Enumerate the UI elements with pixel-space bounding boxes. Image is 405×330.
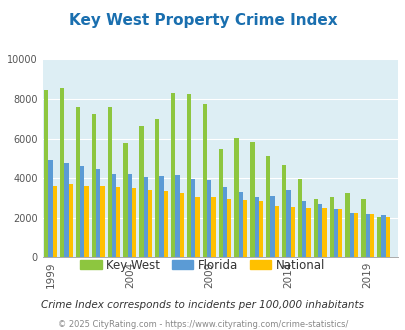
Bar bbox=[306, 208, 310, 257]
Bar bbox=[250, 142, 254, 257]
Bar bbox=[64, 163, 68, 257]
Bar bbox=[353, 213, 358, 257]
Bar bbox=[139, 126, 143, 257]
Bar bbox=[123, 143, 128, 257]
Bar bbox=[297, 179, 301, 257]
Bar bbox=[147, 190, 152, 257]
Bar bbox=[376, 217, 381, 257]
Bar bbox=[96, 169, 100, 257]
Bar bbox=[76, 107, 80, 257]
Bar bbox=[290, 207, 294, 257]
Bar bbox=[207, 180, 211, 257]
Bar bbox=[128, 174, 132, 257]
Bar bbox=[48, 160, 53, 257]
Text: Key West Property Crime Index: Key West Property Crime Index bbox=[68, 13, 337, 28]
Bar bbox=[163, 191, 168, 257]
Bar bbox=[360, 199, 365, 257]
Bar bbox=[254, 197, 258, 257]
Bar bbox=[116, 187, 120, 257]
Bar bbox=[286, 190, 290, 257]
Bar bbox=[68, 184, 72, 257]
Bar bbox=[385, 217, 389, 257]
Bar bbox=[175, 175, 179, 257]
Bar bbox=[301, 201, 306, 257]
Legend: Key West, Florida, National: Key West, Florida, National bbox=[75, 254, 330, 276]
Bar bbox=[155, 119, 159, 257]
Bar bbox=[238, 192, 243, 257]
Bar bbox=[80, 166, 84, 257]
Bar bbox=[191, 179, 195, 257]
Bar bbox=[186, 94, 191, 257]
Bar bbox=[243, 200, 247, 257]
Bar bbox=[345, 193, 349, 257]
Bar bbox=[92, 114, 96, 257]
Bar bbox=[211, 197, 215, 257]
Bar bbox=[226, 199, 231, 257]
Bar bbox=[337, 209, 341, 257]
Bar bbox=[53, 186, 57, 257]
Bar bbox=[112, 174, 116, 257]
Bar bbox=[270, 196, 274, 257]
Bar bbox=[100, 186, 104, 257]
Bar bbox=[258, 201, 262, 257]
Bar bbox=[349, 213, 353, 257]
Bar bbox=[159, 176, 163, 257]
Bar bbox=[222, 187, 226, 257]
Bar bbox=[329, 197, 333, 257]
Bar bbox=[107, 107, 112, 257]
Bar bbox=[369, 214, 373, 257]
Bar bbox=[365, 214, 369, 257]
Bar bbox=[281, 165, 286, 257]
Bar bbox=[234, 138, 238, 257]
Bar bbox=[317, 204, 322, 257]
Bar bbox=[202, 104, 207, 257]
Bar bbox=[171, 93, 175, 257]
Bar bbox=[218, 148, 222, 257]
Bar bbox=[322, 208, 326, 257]
Bar bbox=[313, 199, 317, 257]
Bar bbox=[143, 177, 147, 257]
Text: © 2025 CityRating.com - https://www.cityrating.com/crime-statistics/: © 2025 CityRating.com - https://www.city… bbox=[58, 319, 347, 329]
Bar bbox=[195, 197, 199, 257]
Bar bbox=[84, 186, 88, 257]
Text: Crime Index corresponds to incidents per 100,000 inhabitants: Crime Index corresponds to incidents per… bbox=[41, 300, 364, 310]
Bar bbox=[60, 88, 64, 257]
Bar bbox=[274, 206, 278, 257]
Bar bbox=[132, 188, 136, 257]
Bar bbox=[266, 156, 270, 257]
Bar bbox=[179, 193, 183, 257]
Bar bbox=[333, 209, 337, 257]
Bar bbox=[381, 215, 385, 257]
Bar bbox=[44, 90, 48, 257]
